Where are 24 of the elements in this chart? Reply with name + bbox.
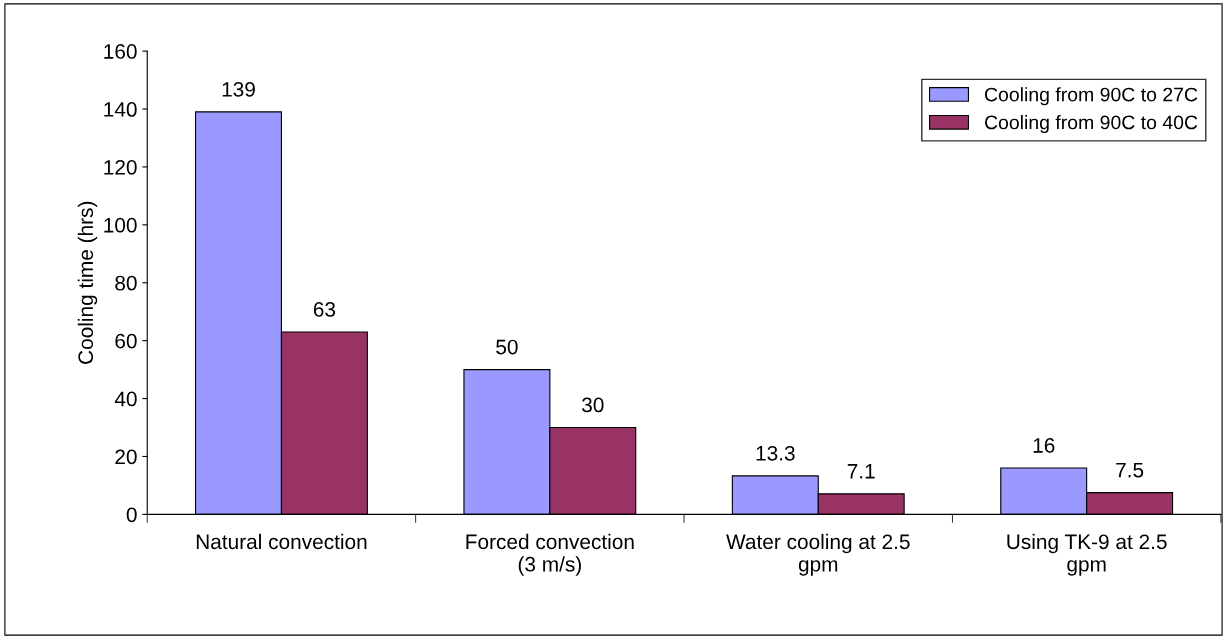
y-tick-label: 120 — [104, 159, 137, 175]
legend-label: Cooling from 90C to 27C — [985, 87, 1198, 106]
data-label: 13.3 — [756, 445, 795, 461]
x-tick-label: Natural convection — [196, 533, 367, 550]
y-tick-label: 40 — [114, 391, 137, 407]
data-label: 16 — [1033, 438, 1055, 453]
data-label: 30 — [582, 397, 604, 413]
y-tick-label: 0 — [126, 507, 137, 523]
y-tick-label: 80 — [115, 275, 137, 291]
data-label: 50 — [496, 339, 518, 355]
x-tick-label: Using TK-9 at 2.5 gpm — [1007, 533, 1167, 576]
legend-label: Cooling from 90C to 40C — [985, 115, 1198, 134]
y-tick-label: 60 — [115, 333, 137, 349]
y-tick-label: 160 — [104, 44, 137, 59]
y-tick-label: 20 — [115, 449, 137, 465]
x-tick-label: Forced convection (3 m/s) — [466, 533, 634, 576]
y-tick-label: 100 — [104, 217, 137, 233]
y-axis-title: Cooling time (hrs) — [77, 201, 98, 364]
data-label: 63 — [313, 302, 336, 317]
y-tick-label: 140 — [104, 102, 137, 117]
data-label: 7.1 — [847, 464, 875, 479]
data-label: 139 — [222, 81, 255, 97]
data-label: 7.5 — [1116, 462, 1144, 478]
x-tick-label: Water cooling at 2.5 gpm — [726, 533, 910, 576]
